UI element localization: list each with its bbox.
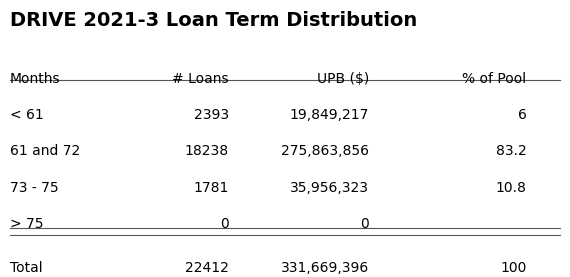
Text: > 75: > 75 (10, 217, 43, 231)
Text: Total: Total (10, 261, 42, 275)
Text: 0: 0 (360, 217, 369, 231)
Text: 73 - 75: 73 - 75 (10, 181, 58, 195)
Text: 10.8: 10.8 (496, 181, 527, 195)
Text: # Loans: # Loans (172, 72, 229, 86)
Text: DRIVE 2021-3 Loan Term Distribution: DRIVE 2021-3 Loan Term Distribution (10, 11, 417, 30)
Text: 22412: 22412 (185, 261, 229, 275)
Text: 331,669,396: 331,669,396 (281, 261, 369, 275)
Text: % of Pool: % of Pool (462, 72, 527, 86)
Text: 83.2: 83.2 (496, 144, 527, 158)
Text: 19,849,217: 19,849,217 (290, 108, 369, 122)
Text: 0: 0 (220, 217, 229, 231)
Text: 18238: 18238 (185, 144, 229, 158)
Text: 35,956,323: 35,956,323 (290, 181, 369, 195)
Text: UPB ($): UPB ($) (317, 72, 369, 86)
Text: 1781: 1781 (193, 181, 229, 195)
Text: 2393: 2393 (194, 108, 229, 122)
Text: < 61: < 61 (10, 108, 43, 122)
Text: 6: 6 (518, 108, 527, 122)
Text: 275,863,856: 275,863,856 (281, 144, 369, 158)
Text: Months: Months (10, 72, 60, 86)
Text: 100: 100 (500, 261, 527, 275)
Text: 61 and 72: 61 and 72 (10, 144, 80, 158)
